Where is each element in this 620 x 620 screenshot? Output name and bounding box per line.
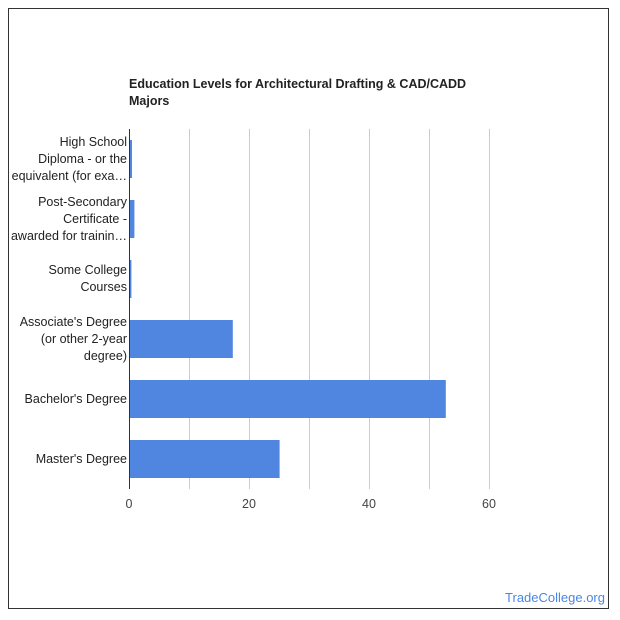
x-tick-label: 40 [362,497,376,511]
category-label-line: Certificate - [63,211,127,226]
category-label-line: equivalent (for exa… [11,168,127,183]
chart-title: Education Levels for Architectural Draft… [129,76,469,110]
category-label: High School Diploma - or the equivalent (f… [7,134,127,185]
bar [129,260,132,298]
bar [129,440,280,478]
category-label-line: degree) [83,348,127,363]
x-tick-label: 20 [242,497,256,511]
category-label: Master's Degree [7,451,127,468]
category-label-line: Bachelor's Degree [24,391,127,406]
category-label-line: Master's Degree [35,451,127,466]
category-label-line: Associate's Degree [19,314,127,329]
bar [129,380,446,418]
category-label: Bachelor's Degree [7,391,127,408]
category-label-line: High School [59,134,127,149]
bar [129,200,135,238]
chart-title-line-1: Education Levels for Architectural Draft… [129,77,467,91]
category-label-line: Post-Secondary [38,194,127,209]
category-label-line: (or other 2-year [40,331,127,346]
x-tick-label: 0 [126,497,133,511]
chart-frame [8,8,609,609]
bar [129,140,132,178]
category-label-line: Some College [48,263,127,277]
category-label: Post-Secondary Certificate - awarded for t… [7,194,127,245]
category-label: Associate's Degree (or other 2-year degree… [7,314,127,365]
x-tick-label: 60 [482,497,496,511]
category-label: Some College Courses [7,262,127,296]
chart-title-line-2: Majors [129,94,170,108]
source-link[interactable]: TradeCollege.org [505,590,605,605]
category-label-line: Courses [80,280,127,294]
category-label-line: Diploma - or the [38,151,127,166]
bar [129,320,233,358]
category-label-line: awarded for trainin… [10,228,127,243]
